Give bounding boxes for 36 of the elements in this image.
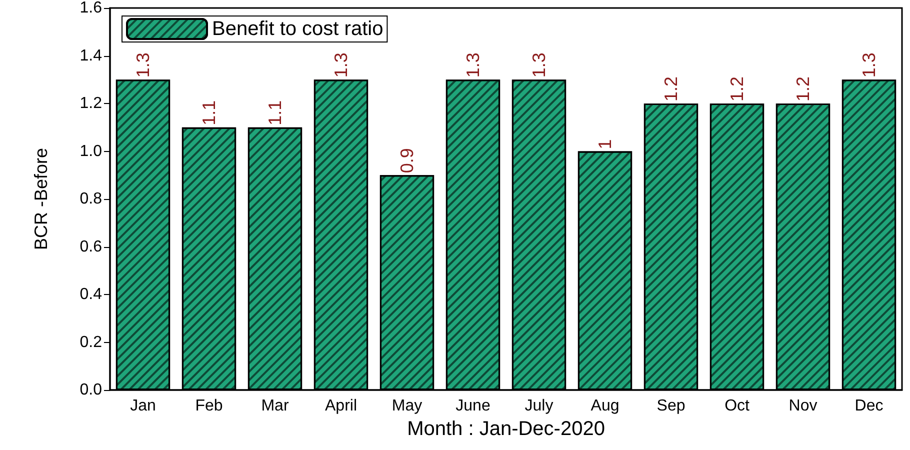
legend-label: Benefit to cost ratio bbox=[212, 18, 384, 40]
data-label: 1.3 bbox=[859, 52, 879, 78]
y-axis-title: BCR -Before bbox=[31, 148, 51, 250]
x-tick-label: Feb bbox=[195, 398, 223, 414]
x-tick-label: Sep bbox=[656, 398, 686, 414]
data-label: 1.2 bbox=[661, 76, 681, 102]
x-tick-label: Dec bbox=[854, 398, 884, 414]
y-tick-label: 1.2 bbox=[80, 95, 102, 112]
data-label: 0.9 bbox=[397, 148, 417, 174]
y-tick-label: 1.4 bbox=[80, 47, 102, 64]
x-tick-label: Mar bbox=[261, 398, 290, 414]
y-tick-label: 0.2 bbox=[80, 334, 102, 351]
x-tick-label: Jan bbox=[130, 398, 156, 414]
data-label: 1.1 bbox=[199, 100, 219, 126]
y-tick-label: 1.0 bbox=[80, 142, 102, 160]
data-label: 1.3 bbox=[529, 52, 549, 78]
x-tick-label: Oct bbox=[724, 398, 750, 414]
y-tick-label: 0.6 bbox=[80, 238, 102, 256]
data-label: 1.3 bbox=[331, 52, 351, 78]
y-tick-label: 0.4 bbox=[80, 286, 102, 303]
x-axis-title: Month : Jan-Dec-2020 bbox=[407, 418, 605, 440]
data-label: 1.2 bbox=[793, 76, 813, 102]
data-label: 1.2 bbox=[727, 76, 747, 102]
x-tick-label: April bbox=[324, 398, 358, 414]
data-label: 1.1 bbox=[265, 100, 285, 126]
x-tick-label: Aug bbox=[590, 398, 620, 414]
data-label: 1.3 bbox=[463, 52, 483, 78]
x-tick-label: July bbox=[524, 398, 554, 414]
data-label: 1.3 bbox=[133, 52, 153, 78]
x-tick-label: June bbox=[456, 398, 490, 414]
y-tick-label: 1.6 bbox=[80, 0, 102, 16]
data-label: 1 bbox=[595, 139, 615, 150]
y-tick-label: 0.0 bbox=[80, 382, 102, 398]
x-tick-label: Nov bbox=[788, 398, 818, 414]
x-tick-label: May bbox=[392, 398, 422, 414]
y-tick-label: 0.8 bbox=[80, 190, 102, 208]
